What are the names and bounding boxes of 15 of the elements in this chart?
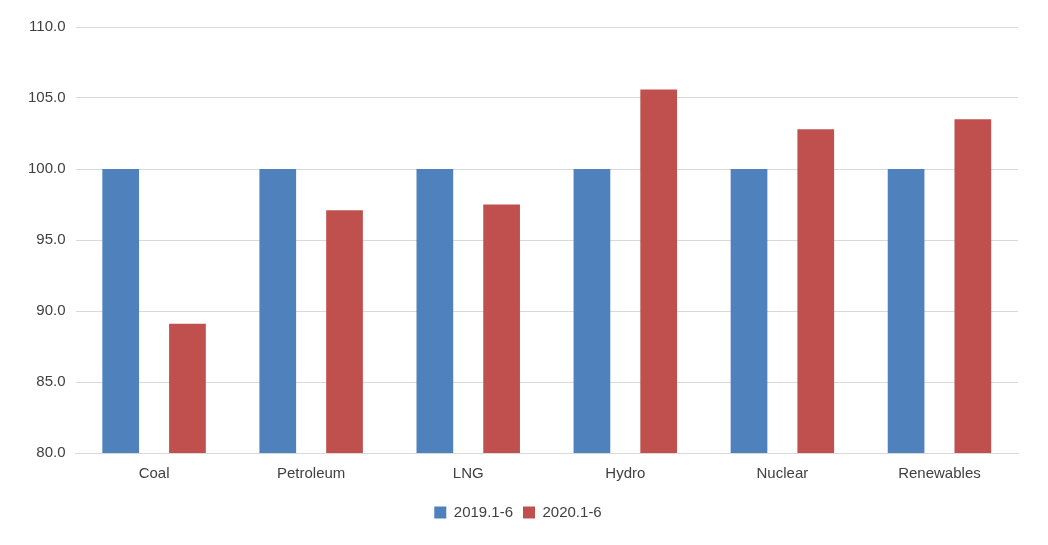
legend-label: 2020.1-6 <box>542 502 602 520</box>
y-tick-label: 90.0 <box>36 301 66 319</box>
x-tick-label: Renewables <box>898 464 981 482</box>
y-tick-label: 110.0 <box>29 17 66 35</box>
y-tick-label: 80.0 <box>36 443 66 461</box>
y-tick-label: 85.0 <box>36 372 66 390</box>
legend-label: 2019.1-6 <box>453 502 513 520</box>
x-tick-label: Nuclear <box>756 464 809 482</box>
x-tick-label: Coal <box>138 464 170 482</box>
y-tick-label: 105.0 <box>27 88 66 106</box>
x-tick-label: Hydro <box>605 464 646 482</box>
x-tick-label: LNG <box>452 464 484 482</box>
x-tick-label: Petroleum <box>276 464 346 482</box>
y-tick-label: 100.0 <box>27 159 66 177</box>
y-tick-label: 95.0 <box>36 230 66 248</box>
